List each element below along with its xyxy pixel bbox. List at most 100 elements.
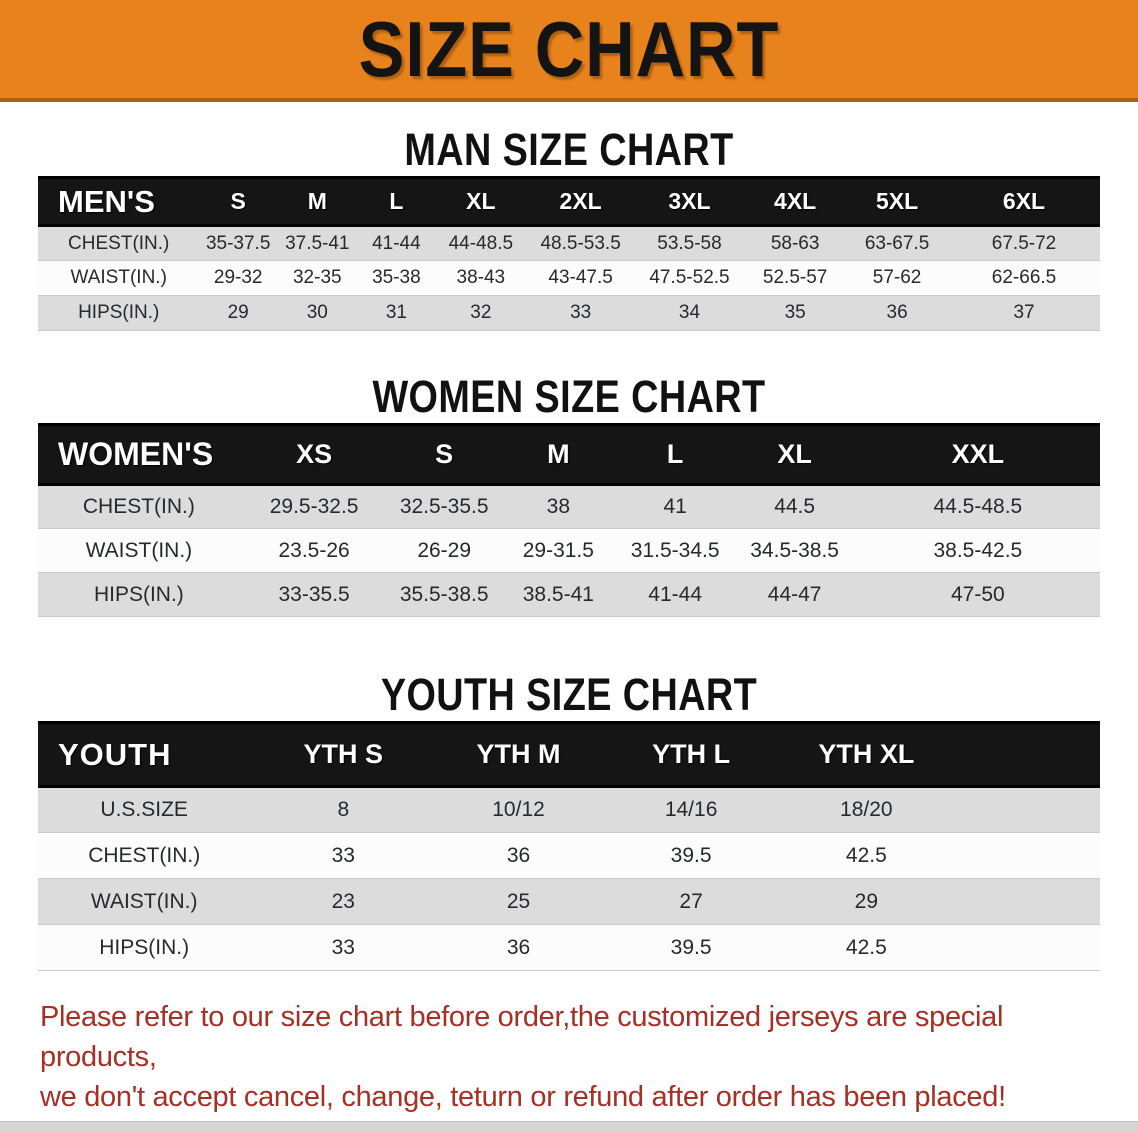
spacer-cell [951, 786, 1100, 833]
youth-size-table: YOUTH YTH S YTH M YTH L YTH XL U.S.SIZE … [38, 721, 1100, 971]
row-label: HIPS(IN.) [38, 295, 200, 331]
table-row: HIPS(IN.) 33-35.5 35.5-38.5 38.5-41 41-4… [38, 572, 1100, 617]
row-label: CHEST(IN.) [38, 484, 240, 529]
row-label: HIPS(IN.) [38, 924, 251, 971]
table-row: U.S.SIZE 8 10/12 14/16 18/20 [38, 786, 1100, 833]
table-row: CHEST(IN.) 33 36 39.5 42.5 [38, 832, 1100, 879]
cell-value: 42.5 [781, 832, 952, 879]
section-heading-women: WOMEN SIZE CHART [0, 371, 1138, 423]
column-header-size: M [499, 423, 617, 486]
cell-value: 29 [199, 295, 277, 331]
column-header-size: YTH M [436, 721, 601, 788]
column-header-size: L [357, 176, 436, 227]
column-header-size: L [616, 423, 734, 486]
cell-value: 44.5 [733, 484, 856, 529]
cell-value: 29-32 [199, 260, 277, 296]
cell-value: 44-47 [733, 572, 856, 617]
column-header-size: YTH L [600, 721, 782, 788]
column-header-size: XXL [855, 423, 1100, 486]
cell-value: 29.5-32.5 [239, 484, 389, 529]
cell-value: 67.5-72 [948, 225, 1100, 261]
cell-value: 44.5-48.5 [855, 484, 1100, 529]
column-header-size: S [388, 423, 500, 486]
column-header-size: 5XL [846, 176, 949, 227]
table-row: WAIST(IN.) 23.5-26 26-29 29-31.5 31.5-34… [38, 528, 1100, 573]
cell-value: 14/16 [600, 786, 782, 833]
row-label: CHEST(IN.) [38, 832, 251, 879]
cell-value: 42.5 [781, 924, 952, 971]
cell-value: 38 [499, 484, 617, 529]
cell-value: 39.5 [600, 832, 782, 879]
cell-value: 39.5 [600, 924, 782, 971]
cell-value: 36 [436, 924, 601, 971]
disclaimer: Please refer to our size chart before or… [40, 997, 1118, 1117]
cell-value: 36 [436, 832, 601, 879]
cell-value: 47-50 [855, 572, 1100, 617]
column-header-size: 6XL [948, 176, 1100, 227]
women-size-table: WOMEN'S XS S M L XL XXL CHEST(IN.) 29.5-… [38, 423, 1100, 617]
cell-value: 37 [948, 295, 1100, 331]
spacer-cell [951, 878, 1100, 925]
cell-value: 32.5-35.5 [388, 484, 500, 529]
spacer-cell [951, 721, 1100, 788]
cell-value: 35-38 [357, 260, 436, 296]
cell-value: 33 [250, 832, 437, 879]
column-header-size: XS [239, 423, 389, 486]
section-heading-youth-text: YOUTH SIZE CHART [380, 669, 758, 720]
cell-value: 35-37.5 [199, 225, 277, 261]
cell-value: 23.5-26 [239, 528, 389, 573]
men-size-table: MEN'S S M L XL 2XL 3XL 4XL 5XL 6XL CHEST… [38, 176, 1100, 331]
men-table-header-row: MEN'S S M L XL 2XL 3XL 4XL 5XL 6XL [38, 176, 1100, 227]
cell-value: 29 [781, 878, 952, 925]
cell-value: 32-35 [276, 260, 358, 296]
cell-value: 47.5-52.5 [634, 260, 745, 296]
column-header-size: YTH S [250, 721, 437, 788]
cell-value: 23 [250, 878, 437, 925]
row-label: HIPS(IN.) [38, 572, 240, 617]
table-row: HIPS(IN.) 33 36 39.5 42.5 [38, 924, 1100, 971]
section-heading-youth: YOUTH SIZE CHART [0, 669, 1138, 721]
cell-value: 38.5-41 [499, 572, 617, 617]
cell-value: 8 [250, 786, 437, 833]
cell-value: 18/20 [781, 786, 952, 833]
cell-value: 34 [634, 295, 745, 331]
table-row: CHEST(IN.) 29.5-32.5 32.5-35.5 38 41 44.… [38, 484, 1100, 529]
cell-value: 34.5-38.5 [733, 528, 856, 573]
youth-table-header-row: YOUTH YTH S YTH M YTH L YTH XL [38, 721, 1100, 788]
cell-value: 33 [526, 295, 635, 331]
cell-value: 29-31.5 [499, 528, 617, 573]
cell-value: 41-44 [616, 572, 734, 617]
cell-value: 35 [744, 295, 847, 331]
cell-value: 32 [435, 295, 527, 331]
row-label: U.S.SIZE [38, 786, 251, 833]
cell-value: 62-66.5 [948, 260, 1100, 296]
cell-value: 38.5-42.5 [855, 528, 1100, 573]
cell-value: 26-29 [388, 528, 500, 573]
disclaimer-line-2: we don't accept cancel, change, teturn o… [40, 1081, 1006, 1114]
women-table-header-row: WOMEN'S XS S M L XL XXL [38, 423, 1100, 486]
table-row: WAIST(IN.) 29-32 32-35 35-38 38-43 43-47… [38, 260, 1100, 296]
column-header-size: 4XL [744, 176, 847, 227]
cell-value: 38-43 [435, 260, 527, 296]
table-row: HIPS(IN.) 29 30 31 32 33 34 35 36 37 [38, 295, 1100, 331]
men-table-title: MEN'S [38, 176, 200, 227]
table-row: WAIST(IN.) 23 25 27 29 [38, 878, 1100, 925]
youth-table-title: YOUTH [38, 721, 251, 788]
cell-value: 58-63 [744, 225, 847, 261]
bottom-edge-bar [0, 1121, 1138, 1132]
cell-value: 36 [846, 295, 949, 331]
row-label: WAIST(IN.) [38, 528, 240, 573]
cell-value: 41 [616, 484, 734, 529]
page-title: SIZE CHART [358, 5, 780, 93]
women-table-title: WOMEN'S [38, 423, 240, 486]
cell-value: 10/12 [436, 786, 601, 833]
column-header-size: M [276, 176, 358, 227]
disclaimer-line-1: Please refer to our size chart before or… [40, 1001, 1004, 1074]
spacer-cell [951, 924, 1100, 971]
banner: SIZE CHART [0, 0, 1138, 102]
column-header-size: XL [733, 423, 856, 486]
cell-value: 52.5-57 [744, 260, 847, 296]
section-heading-men: MAN SIZE CHART [0, 124, 1138, 176]
cell-value: 25 [436, 878, 601, 925]
section-heading-women-text: WOMEN SIZE CHART [372, 371, 766, 422]
